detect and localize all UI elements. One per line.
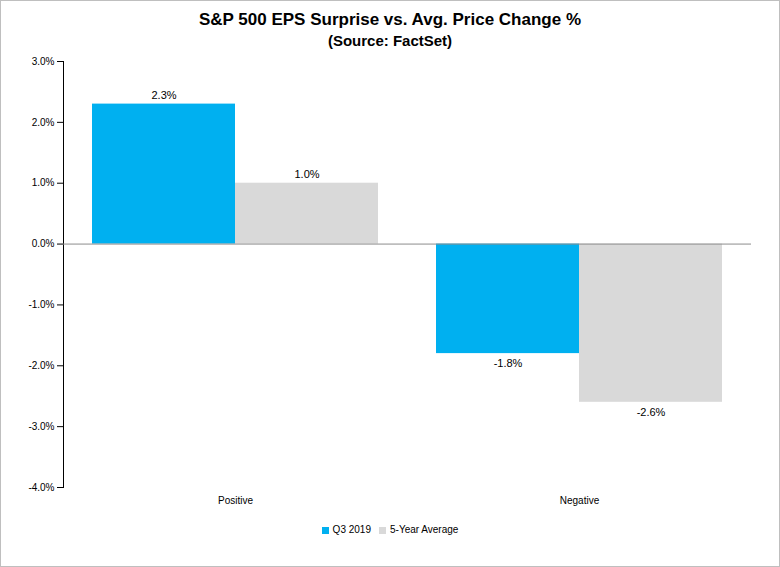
svg-text:-1.8%: -1.8% bbox=[494, 357, 523, 369]
svg-text:-3.0%: -3.0% bbox=[28, 421, 54, 432]
html-text:S&P 500 EPS Surprise vs. Avg.: S&P 500 EPS Surprise vs. Avg. Price Chan… bbox=[199, 10, 581, 29]
html-text:5-Year Average: 5-Year Average bbox=[390, 524, 459, 535]
svg-text:Positive: Positive bbox=[218, 495, 253, 506]
svg-text:-1.0%: -1.0% bbox=[28, 299, 54, 310]
svg-text:Negative: Negative bbox=[560, 495, 600, 506]
svg-text:2.3%: 2.3% bbox=[151, 89, 176, 101]
svg-text:3.0%: 3.0% bbox=[32, 56, 55, 67]
svg-text:1.0%: 1.0% bbox=[32, 177, 55, 188]
svg-text:1.0%: 1.0% bbox=[294, 168, 319, 180]
svg-text:-4.0%: -4.0% bbox=[28, 482, 54, 493]
svg-text:2.0%: 2.0% bbox=[32, 117, 55, 128]
html-text:(Source: FactSet): (Source: FactSet) bbox=[327, 32, 453, 49]
svg-text:-2.0%: -2.0% bbox=[28, 360, 54, 371]
svg-text:-2.6%: -2.6% bbox=[637, 406, 666, 418]
svg-text:0.0%: 0.0% bbox=[32, 238, 55, 249]
html-text:Q3 2019: Q3 2019 bbox=[332, 524, 371, 535]
